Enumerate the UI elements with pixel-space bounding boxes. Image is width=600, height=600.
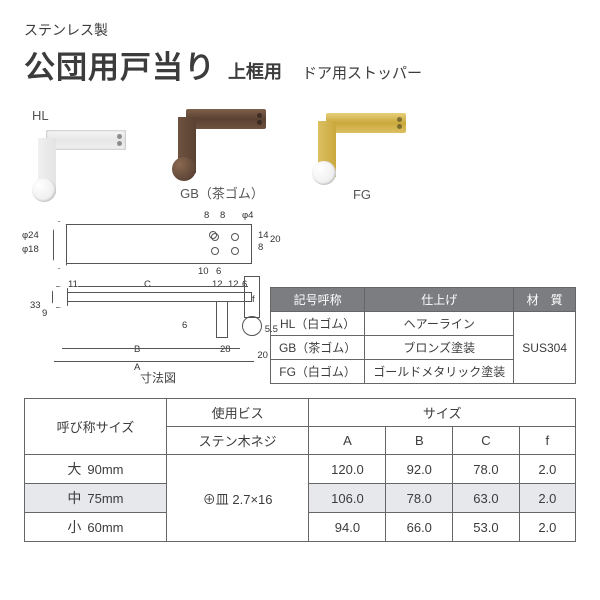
table-cell: 53.0 bbox=[453, 513, 520, 542]
product-title: 公団用戸当り bbox=[24, 42, 216, 87]
material-label: ステンレス製 bbox=[24, 20, 576, 40]
dim-label: φ4 bbox=[242, 210, 253, 221]
product-subtitle: 上框用 bbox=[228, 58, 282, 87]
table-header: B bbox=[386, 427, 453, 455]
product-note: ドア用ストッパー bbox=[302, 62, 422, 87]
dim-label: 28 bbox=[220, 344, 231, 355]
dim-label: 14 bbox=[258, 230, 269, 241]
table-cell: 2.0 bbox=[519, 484, 575, 513]
dim-label: 20 bbox=[270, 234, 281, 245]
dim-label: 6 bbox=[216, 266, 221, 277]
table-header: 記号呼称 bbox=[270, 288, 364, 312]
dim-label: 20 bbox=[257, 350, 268, 361]
table-header: 呼び称サイズ bbox=[25, 399, 167, 455]
table-cell: 小60mm bbox=[25, 513, 167, 542]
table-cell: SUS304 bbox=[514, 312, 576, 384]
product-label: FG bbox=[312, 187, 412, 202]
table-cell: ゴールドメタリック塗装 bbox=[365, 360, 514, 384]
dim-label: 9 bbox=[42, 308, 47, 319]
product-label: GB（茶ゴム） bbox=[172, 183, 272, 202]
spec-table: 記号呼称 仕上げ 材 質 HL（白ゴム） ヘアーライン SUS304 GB（茶ゴ… bbox=[270, 287, 576, 384]
dimension-diagram: φ24 φ18 8 8 φ4 14 8 20 10 6 11 C 12 12 6… bbox=[24, 216, 254, 384]
dim-label: 8 bbox=[258, 242, 263, 253]
dim-label: 6 bbox=[182, 320, 187, 331]
product-hl: HL bbox=[32, 108, 132, 202]
table-header: 仕上げ bbox=[365, 288, 514, 312]
product-image bbox=[172, 105, 272, 181]
product-gb: GB（茶ゴム） bbox=[172, 105, 272, 202]
title-row: 公団用戸当り 上框用 ドア用ストッパー bbox=[24, 42, 576, 87]
table-cell: 中75mm bbox=[25, 484, 167, 513]
table-cell: FG（白ゴム） bbox=[270, 360, 364, 384]
table-cell: ブロンズ塗装 bbox=[365, 336, 514, 360]
dim-label: B bbox=[134, 344, 140, 355]
product-image bbox=[32, 126, 132, 202]
table-cell: 106.0 bbox=[309, 484, 386, 513]
product-image bbox=[312, 109, 412, 185]
diagram-caption: 寸法図 bbox=[140, 369, 176, 386]
dim-label: φ18 bbox=[22, 244, 39, 255]
table-header: A bbox=[309, 427, 386, 455]
dim-label: 10 bbox=[198, 266, 209, 277]
table-header: ステン木ネジ bbox=[166, 427, 308, 455]
table-cell: GB（茶ゴム） bbox=[270, 336, 364, 360]
table-cell: 78.0 bbox=[453, 455, 520, 484]
table-cell: 120.0 bbox=[309, 455, 386, 484]
table-cell: 94.0 bbox=[309, 513, 386, 542]
dim-label: 11 bbox=[68, 279, 78, 290]
product-fg: FG bbox=[312, 109, 412, 202]
table-row: HL（白ゴム） ヘアーライン SUS304 bbox=[270, 312, 575, 336]
size-table: 呼び称サイズ 使用ビス サイズ ステン木ネジ A B C f 大90mm ⊕皿 … bbox=[24, 398, 576, 542]
table-header: サイズ bbox=[309, 399, 576, 427]
dim-label: 8 bbox=[204, 210, 209, 221]
product-images-row: HL GB（茶ゴム） FG bbox=[24, 105, 576, 202]
dim-label: 12 bbox=[212, 279, 223, 290]
dim-label: 33 bbox=[30, 300, 41, 311]
table-cell: 66.0 bbox=[386, 513, 453, 542]
table-cell: 78.0 bbox=[386, 484, 453, 513]
product-label: HL bbox=[32, 108, 132, 123]
table-cell: ヘアーライン bbox=[365, 312, 514, 336]
dim-label: 8 bbox=[220, 210, 225, 221]
table-header: f bbox=[519, 427, 575, 455]
dim-label: 5.5 bbox=[265, 324, 278, 335]
table-cell: 2.0 bbox=[519, 455, 575, 484]
table-cell: ⊕皿 2.7×16 bbox=[166, 455, 308, 542]
table-cell: 大90mm bbox=[25, 455, 167, 484]
table-row: 大90mm ⊕皿 2.7×16 120.0 92.0 78.0 2.0 bbox=[25, 455, 576, 484]
table-header: 使用ビス bbox=[166, 399, 308, 427]
table-header: C bbox=[453, 427, 520, 455]
table-cell: 92.0 bbox=[386, 455, 453, 484]
dim-label: φ24 bbox=[22, 230, 39, 241]
table-cell: HL（白ゴム） bbox=[270, 312, 364, 336]
dim-label: C bbox=[144, 279, 151, 290]
table-cell: 2.0 bbox=[519, 513, 575, 542]
table-header: 材 質 bbox=[514, 288, 576, 312]
table-cell: 63.0 bbox=[453, 484, 520, 513]
